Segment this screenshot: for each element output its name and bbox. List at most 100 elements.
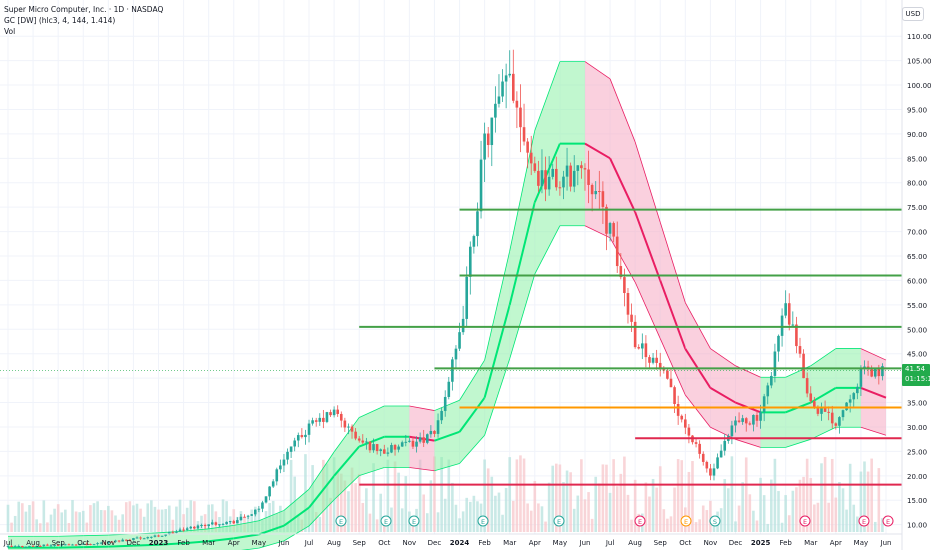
candle-body: [719, 450, 723, 458]
candle-body: [74, 544, 78, 546]
candle-body: [289, 446, 293, 452]
candle-body: [590, 184, 594, 195]
volume-bar: [598, 483, 601, 532]
candle-body: [845, 402, 848, 411]
candle-body: [110, 541, 114, 543]
candle-body: [458, 332, 461, 349]
event-marker: [882, 515, 894, 527]
volume-bar: [662, 509, 666, 532]
volume-bar: [823, 456, 827, 532]
event-label: E: [557, 518, 561, 526]
candle-body: [762, 396, 766, 412]
y-tick-label: 100.00: [907, 82, 932, 90]
candle-body: [264, 496, 268, 503]
y-tick-label: 15.00: [907, 497, 927, 505]
channel-lower: [308, 499, 335, 527]
volume-bar: [694, 522, 698, 532]
x-tick-label: Sep: [654, 539, 668, 547]
candle-body: [515, 100, 519, 108]
candle-body: [418, 437, 422, 442]
x-tick-label: Aug: [628, 539, 642, 547]
x-tick-label: 2023: [149, 539, 169, 547]
x-tick-label: Jul: [605, 539, 615, 547]
volume-bar: [605, 464, 608, 532]
x-tick-label: Apr: [228, 539, 240, 547]
channel-midline: [584, 142, 611, 160]
volume-bar: [17, 501, 21, 532]
volume-label[interactable]: Vol: [4, 27, 16, 36]
volume-bar: [723, 479, 727, 532]
y-tick-label: 105.00: [907, 58, 932, 66]
volume-bar: [343, 480, 347, 532]
currency-button[interactable]: USD: [902, 7, 924, 21]
candle-body: [483, 133, 486, 160]
candle-body: [555, 168, 558, 188]
volume-bar: [730, 456, 734, 532]
candle-body: [167, 532, 171, 535]
volume-bar: [615, 486, 619, 532]
event-label: E: [862, 518, 866, 526]
volume-bar: [314, 512, 318, 532]
channel-lower: [785, 438, 811, 448]
candle-body: [848, 399, 852, 403]
volume-bar: [175, 506, 178, 532]
volume-bar: [816, 502, 820, 532]
candle-body: [637, 347, 641, 349]
candle-body: [633, 321, 637, 348]
event-label: E: [886, 518, 890, 526]
event-marker: [858, 515, 870, 527]
candle-body: [676, 403, 680, 416]
candle-body: [472, 236, 476, 247]
candle-body: [841, 410, 845, 418]
y-tick-label: 110.00: [907, 33, 932, 41]
volume-bar: [124, 502, 128, 532]
candle-body: [587, 169, 590, 185]
volume-bar: [813, 504, 816, 532]
x-tick-label: Dec: [127, 539, 141, 547]
volume-bar: [859, 471, 863, 532]
volume-bar: [85, 522, 89, 532]
candle-body: [873, 368, 877, 377]
channel-upper: [710, 348, 736, 367]
candle-body: [71, 544, 74, 546]
candle-body: [336, 409, 339, 414]
channel-band: [534, 61, 560, 275]
price-axis-background: [902, 0, 932, 550]
candle-body: [425, 434, 429, 443]
volume-bar: [802, 476, 805, 532]
volume-bar: [472, 495, 476, 532]
candle-body: [293, 440, 296, 447]
candle-body: [648, 357, 651, 363]
candle-body: [870, 369, 873, 377]
volume-bar: [253, 506, 257, 532]
candle-body: [207, 524, 210, 527]
volume-bar: [390, 507, 393, 532]
x-tick-label: Jun: [579, 539, 591, 547]
volume-bar: [96, 501, 99, 532]
candle-body: [375, 444, 379, 452]
candle-body: [67, 544, 71, 546]
candle-body: [142, 538, 146, 540]
candle-body: [669, 378, 673, 388]
candle-body: [46, 544, 49, 546]
symbol-title[interactable]: Super Micro Computer, Inc. · 1D · NASDAQ: [4, 5, 164, 14]
candle-body: [612, 223, 615, 237]
candle-body: [60, 544, 64, 546]
candle-body: [228, 521, 232, 523]
event-marker: [335, 515, 347, 527]
candle-body: [78, 544, 81, 546]
channel-lower: [459, 435, 485, 464]
candle-body: [716, 457, 719, 469]
channel-lower: [634, 281, 661, 339]
volume-bar: [210, 504, 214, 532]
x-tick-label: Mar: [202, 539, 215, 547]
channel-midline: [860, 386, 887, 399]
channel-midline: [709, 387, 736, 404]
volume-bar: [486, 468, 490, 532]
volume-bar: [182, 514, 185, 532]
channel-band: [685, 302, 711, 428]
volume-bar: [863, 461, 866, 532]
candle-body: [501, 81, 504, 97]
indicator-label[interactable]: GC [DW] (hlc3, 4, 144, 1.414): [4, 16, 116, 25]
